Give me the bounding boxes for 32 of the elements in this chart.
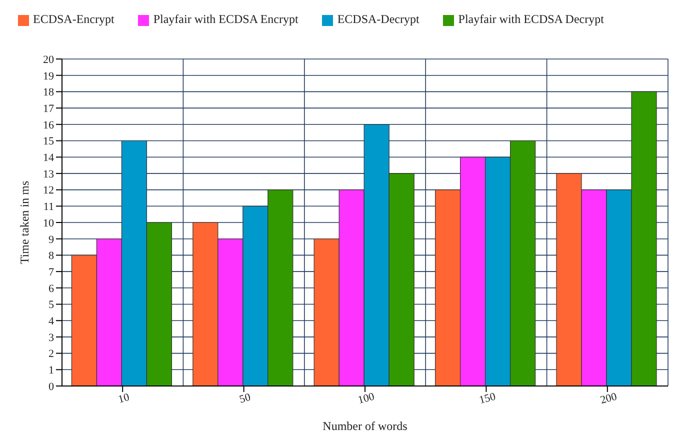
legend-label: ECDSA-Decrypt	[337, 12, 420, 26]
y-tick-label: 13	[43, 168, 54, 180]
y-tick-label: 2	[48, 348, 54, 360]
y-tick-label: 14	[43, 152, 54, 164]
y-axis-title: Time taken in ms	[17, 180, 32, 264]
y-tick-label: 16	[43, 119, 54, 132]
y-tick-label: 19	[43, 70, 54, 82]
x-tick-label: 100	[356, 390, 376, 407]
y-tick-label: 18	[43, 86, 54, 99]
y-tick-label: 9	[48, 234, 54, 246]
y-tick-label: 1	[48, 364, 54, 377]
x-tick-label: 150	[478, 390, 498, 407]
x-tick-label: 10	[116, 391, 132, 406]
y-tick-label: 5	[48, 299, 54, 312]
legend-label: ECDSA-Encrypt	[33, 12, 114, 26]
legend-label: Playfair with ECDSA Decrypt	[458, 12, 604, 26]
legend-label: Playfair with ECDSA Encrypt	[153, 12, 298, 26]
y-tick-label: 4	[48, 316, 54, 328]
x-tick-label: 50	[238, 391, 252, 406]
y-tick-label: 8	[48, 250, 54, 262]
y-tick-label: 11	[43, 201, 54, 214]
y-tick-label: 17	[43, 102, 54, 115]
x-tick-label: 200	[599, 390, 619, 407]
y-tick-label: 7	[48, 266, 54, 278]
y-tick-label: 3	[48, 332, 54, 344]
y-tick-label: 0	[48, 380, 54, 393]
y-tick-label: 12	[43, 184, 54, 197]
x-axis-title: Number of words	[322, 419, 408, 433]
y-tick-label: 15	[43, 136, 54, 148]
y-tick-label: 10	[43, 217, 54, 230]
y-tick-label: 20	[43, 54, 54, 66]
y-tick-label: 6	[48, 282, 54, 295]
